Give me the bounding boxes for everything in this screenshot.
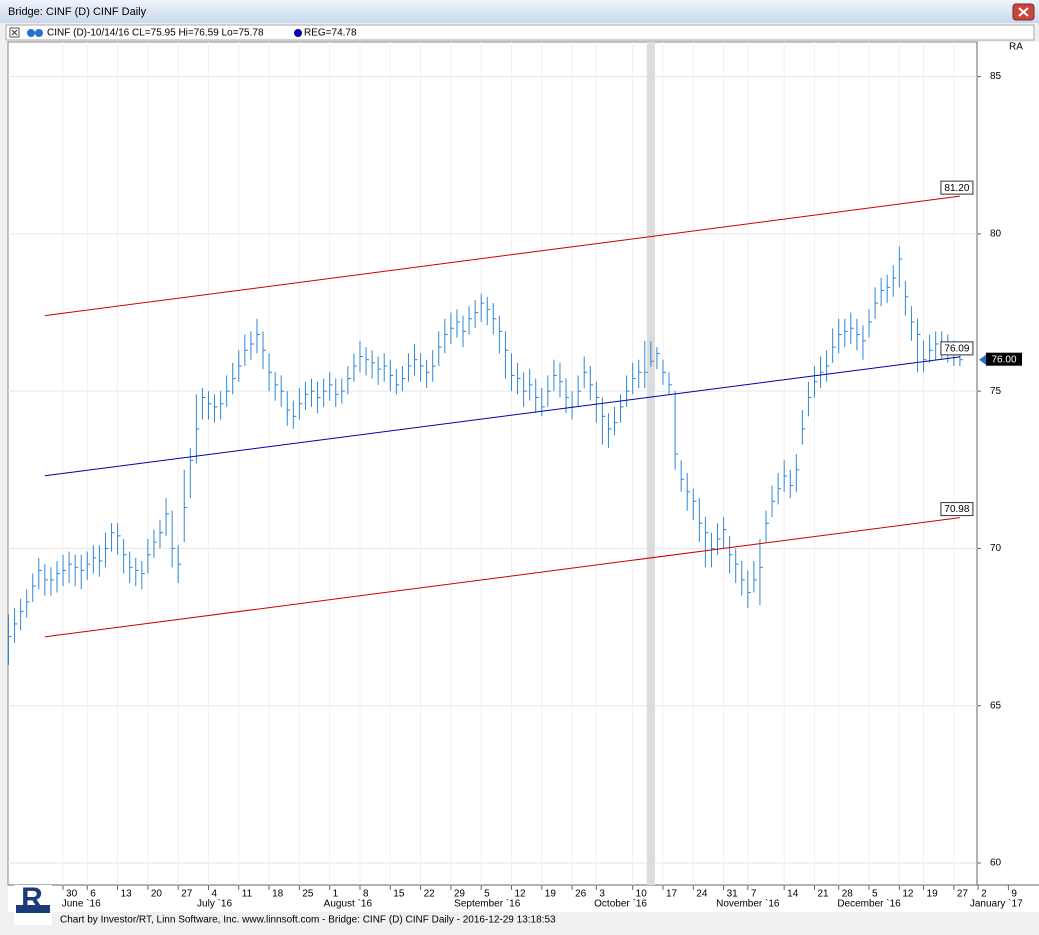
x-tick-label: 27 [181, 889, 193, 900]
title-bar [0, 0, 1039, 23]
value-label: 70.98 [944, 504, 969, 515]
x-tick-label: 5 [872, 889, 878, 900]
axis-corner-label: RA [1009, 42, 1023, 53]
x-tick-label: 22 [424, 889, 436, 900]
month-label: July `16 [197, 898, 232, 910]
value-label: 76.09 [944, 344, 969, 355]
x-tick-label: 1 [333, 889, 339, 900]
window-title: Bridge: CINF (D) CINF Daily [8, 6, 147, 18]
x-tick-label: 30 [66, 889, 78, 900]
regression-line [44, 356, 960, 477]
y-tick-label: 85 [990, 71, 1002, 82]
x-tick-label: 11 [242, 889, 253, 900]
y-tick-label: 70 [990, 543, 1002, 554]
header-text: CINF (D)-10/14/16 CL=75.95 Hi=76.59 Lo=7… [47, 28, 264, 39]
close-icon [1018, 7, 1029, 17]
regression-line [44, 195, 960, 317]
x-tick-label: 31 [727, 889, 739, 900]
value-label-box [940, 180, 974, 195]
month-label: November `16 [716, 898, 780, 910]
x-tick-label: 9 [1011, 889, 1017, 900]
x-tick-label: 8 [363, 889, 369, 900]
x-tick-label: 24 [696, 889, 708, 900]
x-tick-label: 12 [902, 889, 914, 900]
x-tick-label: 2 [981, 889, 987, 900]
x-tick-label: 25 [302, 889, 314, 900]
plot-layer [8, 42, 977, 885]
month-label: June `16 [62, 898, 101, 910]
x-tick-label: 19 [927, 889, 939, 900]
value-label-box [940, 341, 974, 356]
x-tick-label: 12 [514, 889, 526, 900]
x-tick-label: 10 [636, 889, 648, 900]
x-tick-label: 28 [842, 889, 854, 900]
y-axis-area [977, 42, 1039, 885]
y-tick-label: 75 [990, 386, 1002, 397]
x-tick-label: 20 [151, 889, 163, 900]
x-axis-area [8, 885, 1039, 912]
x-tick-label: 17 [666, 889, 678, 900]
y-tick-label: 60 [990, 858, 1002, 869]
regression-line [44, 517, 960, 638]
x-tick-label: 3 [599, 889, 605, 900]
x-tick-label: 6 [90, 889, 96, 900]
plot-area [7, 41, 978, 886]
logo-bar [16, 905, 50, 913]
x-tick-label: 26 [575, 889, 587, 900]
reg-text: REG=74.78 [304, 28, 357, 39]
y-tick-label: 65 [990, 700, 1002, 711]
value-label: 81.20 [944, 183, 969, 194]
month-label: August `16 [324, 898, 373, 910]
reg-icon [294, 29, 302, 37]
month-label: October `16 [594, 898, 647, 910]
x-tick-label: 5 [484, 889, 490, 900]
x-tick-label: 29 [454, 889, 466, 900]
value-label-box [940, 502, 974, 517]
header-icon [35, 29, 43, 37]
month-label: January `17 [970, 898, 1023, 910]
x-tick-label: 21 [817, 889, 829, 900]
month-label: December `16 [837, 898, 901, 910]
footer: Chart by Investor/RT, Linn Software, Inc… [60, 915, 556, 926]
x-tick-label: 13 [121, 889, 133, 900]
header-close-x [11, 29, 18, 36]
month-label: September `16 [454, 898, 521, 910]
x-tick-label: 19 [545, 889, 557, 900]
last-price-label: 76.00 [991, 354, 1016, 365]
x-tick-label: 7 [751, 889, 757, 900]
x-tick-label: 4 [211, 889, 217, 900]
x-tick-label: 15 [393, 889, 405, 900]
cursor-highlight [646, 42, 655, 885]
header-icon [27, 29, 35, 37]
x-tick-label: 27 [957, 889, 969, 900]
last-price-arrow [979, 354, 986, 365]
y-tick-label: 80 [990, 229, 1002, 240]
header-strip [5, 24, 1035, 41]
last-price-box [986, 352, 1022, 366]
x-tick-label: 18 [272, 889, 284, 900]
x-tick-label: 14 [787, 889, 799, 900]
